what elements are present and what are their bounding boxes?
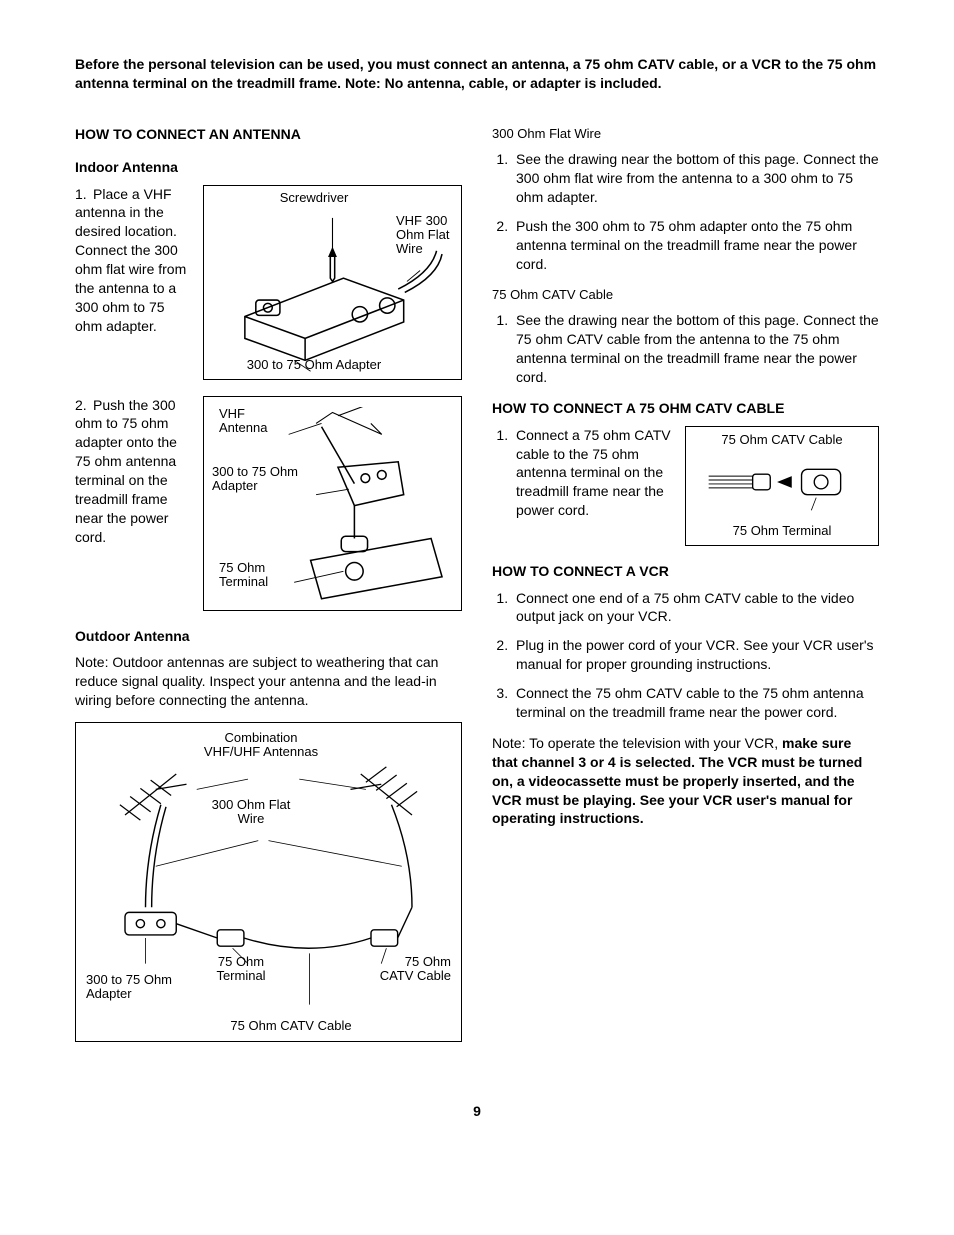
mini-head-75ohm: 75 Ohm CATV Cable (492, 286, 879, 304)
catv-step1: Connect a 75 ohm CATV cable to the 75 oh… (512, 426, 677, 520)
label-vhf: VHF Antenna (219, 407, 289, 436)
mini1-steps: See the drawing near the bottom of this … (492, 150, 879, 273)
vcr-steps: Connect one end of a 75 ohm CATV cable t… (492, 589, 879, 722)
subhead-indoor: Indoor Antenna (75, 158, 462, 177)
mini2-step1: See the drawing near the bottom of this … (512, 311, 879, 387)
label-screwdriver: Screwdriver (264, 191, 364, 205)
indoor-step2-text: 2.Push the 300 ohm to 75 ohm adapter ont… (75, 396, 203, 547)
label-catv: 75 Ohm CATV Cable (371, 955, 451, 984)
right-column: 300 Ohm Flat Wire See the drawing near t… (492, 113, 879, 1042)
step-number: 1. (75, 185, 93, 204)
catv-step-row: Connect a 75 ohm CATV cable to the 75 oh… (492, 426, 879, 546)
figure-outdoor: Combination VHF/UHF Antennas 300 Ohm Fla… (75, 722, 462, 1042)
figure-terminal: VHF Antenna 300 to 75 Ohm Adapter 75 Ohm… (203, 396, 462, 611)
vcr-step2: Plug in the power cord of your VCR. See … (512, 636, 879, 674)
vcr-note: Note: To operate the television with you… (492, 734, 879, 828)
label-terminal3: 75 Ohm Terminal (206, 955, 276, 984)
figure-adapter-screwdriver: Screwdriver VHF 300 Ohm Flat Wire 300 to… (203, 185, 462, 380)
label-combo: Combination VHF/UHF Antennas (196, 731, 326, 760)
label-terminal: 75 Ohm Terminal (219, 561, 289, 590)
catv-diagram-icon (694, 437, 870, 530)
page-number: 9 (75, 1102, 879, 1121)
label-adapter3: 300 to 75 Ohm Adapter (86, 973, 176, 1002)
mini-head-300ohm: 300 Ohm Flat Wire (492, 125, 879, 143)
indoor-step1-row: 1.Place a VHF antenna in the desired loc… (75, 185, 462, 380)
step-body: Place a VHF antenna in the desired locat… (75, 186, 186, 334)
vcr-step1: Connect one end of a 75 ohm CATV cable t… (512, 589, 879, 627)
subhead-outdoor: Outdoor Antenna (75, 627, 462, 646)
figure-catv: 75 Ohm CATV Cable 75 Ohm Terminal (685, 426, 879, 546)
heading-vcr: HOW TO CONNECT A VCR (492, 562, 879, 581)
intro-note: Before the personal television can be us… (75, 55, 879, 93)
step-body: Push the 300 ohm to 75 ohm adapter onto … (75, 397, 177, 545)
mini2-steps: See the drawing near the bottom of this … (492, 311, 879, 387)
two-column-layout: HOW TO CONNECT AN ANTENNA Indoor Antenna… (75, 113, 879, 1042)
vcr-step3: Connect the 75 ohm CATV cable to the 75 … (512, 684, 879, 722)
label-vhf300: VHF 300 Ohm Flat Wire (396, 214, 456, 257)
label-catv-cable: 75 Ohm CATV Cable (696, 433, 868, 447)
indoor-step1-text: 1.Place a VHF antenna in the desired loc… (75, 185, 203, 336)
heading-catv: HOW TO CONNECT A 75 OHM CATV CABLE (492, 399, 879, 418)
label-adapter: 300 to 75 Ohm Adapter (224, 358, 404, 372)
label-adapter2: 300 to 75 Ohm Adapter (212, 465, 307, 494)
mini1-step1: See the drawing near the bottom of this … (512, 150, 879, 207)
mini1-step2: Push the 300 ohm to 75 ohm adapter onto … (512, 217, 879, 274)
left-column: HOW TO CONNECT AN ANTENNA Indoor Antenna… (75, 113, 462, 1042)
heading-antenna: HOW TO CONNECT AN ANTENNA (75, 125, 462, 144)
label-flatwire: 300 Ohm Flat Wire (206, 798, 296, 827)
outdoor-note: Note: Outdoor antennas are subject to we… (75, 653, 462, 710)
catv-step-text: Connect a 75 ohm CATV cable to the 75 oh… (492, 426, 685, 530)
label-catv2: 75 Ohm CATV Cable (216, 1019, 366, 1033)
step-number: 2. (75, 396, 93, 415)
vcr-note-pre: Note: To operate the television with you… (492, 735, 782, 751)
indoor-step2-row: 2.Push the 300 ohm to 75 ohm adapter ont… (75, 396, 462, 611)
label-catv-terminal: 75 Ohm Terminal (696, 524, 868, 538)
